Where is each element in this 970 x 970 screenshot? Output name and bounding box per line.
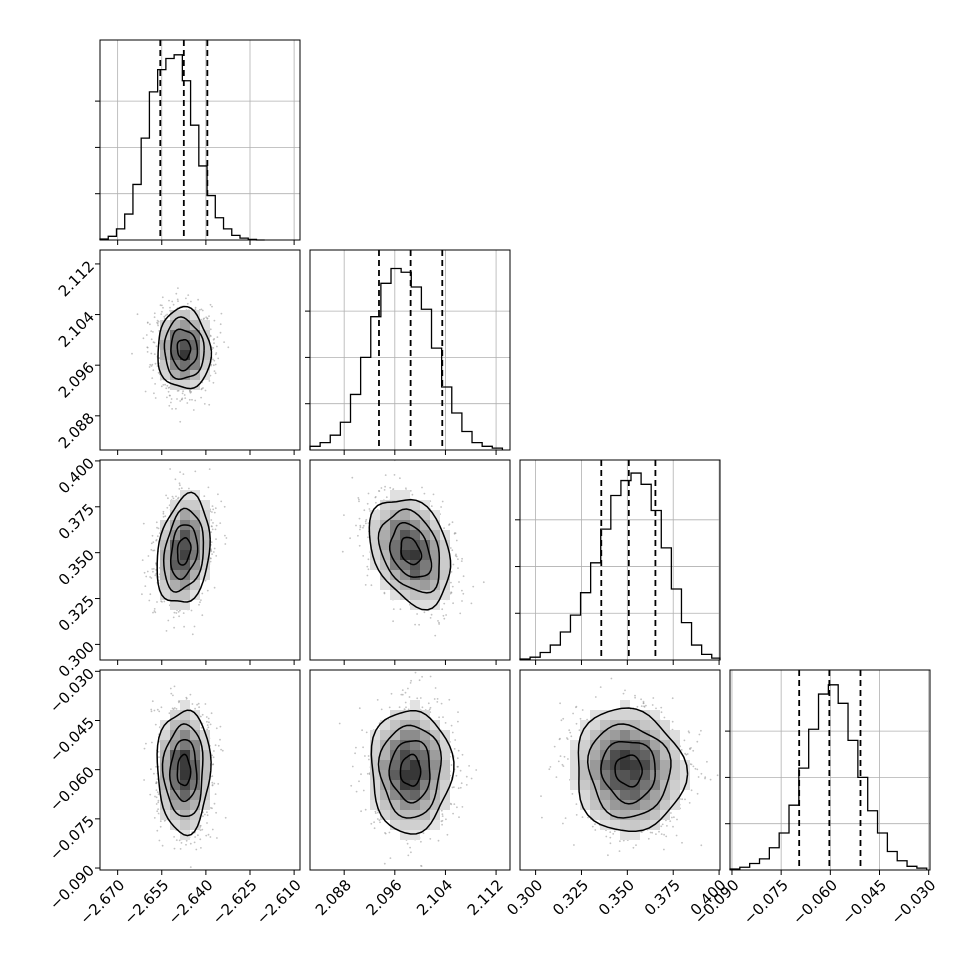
- x-tick-label-1-0: 2.088: [312, 876, 355, 919]
- y-tick-label-1-1: 2.096: [55, 358, 98, 401]
- contour-0: [400, 536, 423, 566]
- scatter-panel-2-3: [519, 669, 721, 875]
- histogram-bars-3: [729, 684, 928, 870]
- x-tick-label-0-2: −2.640: [165, 876, 217, 928]
- panel-frame: [99, 39, 301, 241]
- density-cells: [370, 700, 450, 840]
- histogram-panel-2: [515, 459, 721, 665]
- y-tick-label-2-3: 0.375: [55, 500, 98, 543]
- contour-0: [176, 338, 192, 361]
- histogram-panel-0: [95, 39, 301, 245]
- contour-1: [600, 740, 656, 805]
- panel-frame: [519, 669, 721, 871]
- contour-3: [370, 709, 455, 835]
- y-tick-label-3-1: −0.075: [46, 812, 98, 864]
- scatter-panel-0-2: [95, 459, 301, 665]
- scatter-panel-0-1: [95, 249, 301, 455]
- contour-0: [176, 753, 192, 787]
- contour-0: [614, 754, 643, 788]
- panel-frame: [309, 669, 511, 871]
- x-tick-label-3-4: −0.030: [887, 876, 939, 928]
- x-tick-label-0-1: −2.655: [121, 876, 173, 928]
- x-tick-label-1-1: 2.096: [362, 876, 405, 919]
- scatter-panel-1-3: [309, 669, 511, 875]
- histogram-panel-3: [725, 669, 931, 875]
- panel-frame: [309, 459, 511, 661]
- y-tick-label-3-2: −0.060: [46, 763, 98, 815]
- panel-frame: [519, 459, 721, 661]
- histogram-bars-1: [309, 267, 504, 450]
- contour-2: [377, 508, 441, 594]
- x-tick-label-2-1: 0.325: [549, 876, 592, 919]
- contour-1: [388, 522, 433, 578]
- histogram-bars-2: [519, 472, 721, 660]
- scatter-panel-1-2: [309, 459, 511, 665]
- contour-2: [377, 724, 443, 819]
- histogram-bars-0: [99, 54, 265, 241]
- contour-1: [168, 739, 198, 803]
- contour-1: [169, 524, 199, 581]
- x-tick-label-0-3: −2.625: [209, 876, 261, 928]
- x-tick-label-3-1: −0.075: [740, 876, 792, 928]
- y-tick-label-1-0: 2.088: [55, 409, 98, 452]
- x-tick-label-1-2: 2.104: [413, 876, 456, 919]
- y-tick-label-1-3: 2.112: [55, 257, 98, 300]
- panel-frame: [309, 249, 511, 451]
- x-tick-label-3-3: −0.045: [838, 876, 890, 928]
- y-tick-label-2-4: 0.400: [55, 454, 98, 497]
- x-tick-label-3-2: −0.060: [789, 876, 841, 928]
- contour-2: [161, 723, 204, 818]
- panel-frame: [99, 459, 301, 661]
- contour-3: [156, 709, 212, 837]
- y-tick-label-2-1: 0.325: [55, 592, 98, 635]
- y-tick-label-3-3: −0.045: [46, 714, 98, 766]
- contour-3: [577, 707, 689, 833]
- contour-2: [162, 507, 205, 593]
- density-cells: [370, 490, 450, 610]
- x-tick-label-2-3: 0.375: [641, 876, 684, 919]
- contour-2: [586, 723, 672, 819]
- density-cells: [570, 700, 690, 840]
- contour-1: [388, 740, 431, 804]
- contour-3: [157, 305, 213, 390]
- contour-3: [368, 498, 452, 611]
- contour-0: [399, 753, 422, 787]
- x-tick-label-0-4: −2.610: [253, 876, 305, 928]
- histogram-panel-1: [305, 249, 511, 455]
- y-tick-label-1-2: 2.104: [55, 308, 98, 351]
- x-tick-label-2-2: 0.350: [595, 876, 638, 919]
- x-tick-label-2-0: 0.300: [503, 876, 546, 919]
- contour-2: [163, 316, 205, 380]
- x-tick-label-1-3: 2.112: [464, 876, 507, 919]
- scatter-panel-0-3: [95, 669, 301, 875]
- panel-frame: [99, 249, 301, 451]
- contour-0: [176, 537, 192, 566]
- y-tick-label-2-2: 0.350: [55, 546, 98, 589]
- contour-1: [170, 328, 199, 372]
- contour-3: [156, 491, 211, 603]
